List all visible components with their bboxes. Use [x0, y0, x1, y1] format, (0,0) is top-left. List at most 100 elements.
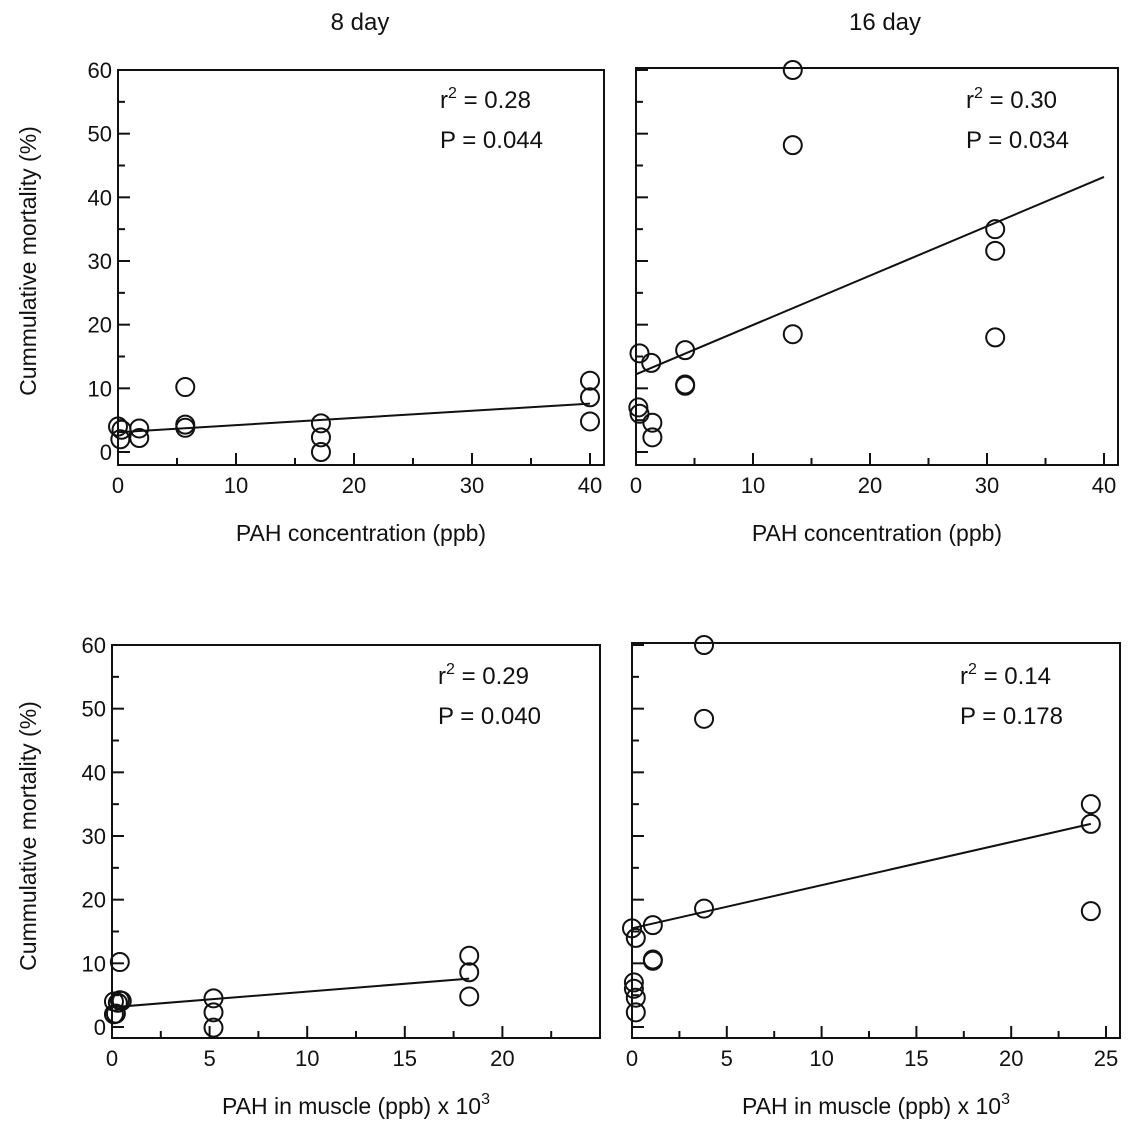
data-point	[1080, 813, 1101, 834]
regression-line	[635, 176, 1105, 376]
regression-line	[631, 822, 1092, 930]
r-squared-label: r2 = 0.29	[438, 661, 529, 690]
data-point	[203, 1017, 224, 1038]
data-point	[203, 1002, 224, 1023]
y-tick-label: 20	[88, 313, 112, 338]
data-point	[675, 375, 696, 396]
data-point	[782, 60, 803, 80]
x-tick-label: 10	[741, 473, 765, 498]
data-point	[642, 427, 663, 448]
x-tick-label: 0	[626, 1046, 638, 1071]
plot-frame	[631, 642, 1121, 1039]
data-point	[782, 135, 803, 156]
x-axis-label: PAH concentration (ppb)	[752, 520, 1002, 546]
p-value-label: P = 0.034	[966, 127, 1069, 154]
data-point	[580, 387, 600, 408]
data-point	[175, 377, 196, 398]
data-point	[459, 945, 480, 966]
panel-4: 0 5 10 15 20 25 r2 = 0.14 P = 0.178 PAH in muscl…	[622, 635, 1121, 1119]
data-point	[580, 411, 600, 432]
x-axis-label: PAH in muscle (ppb) x 103	[742, 1091, 1010, 1119]
x-tick-label: 40	[1092, 473, 1116, 498]
r-squared-label: r2 = 0.14	[960, 661, 1051, 690]
x-tick-label: 0	[112, 473, 124, 498]
plot-frame	[117, 69, 605, 466]
x-axis-label: PAH concentration (ppb)	[236, 520, 486, 546]
y-tick-label: 50	[88, 122, 112, 147]
r-squared-label: r2 = 0.30	[966, 85, 1057, 114]
data-point	[625, 927, 646, 948]
x-tick-label: 40	[578, 473, 602, 498]
data-point	[629, 343, 650, 364]
y-tick-label: 20	[82, 888, 106, 913]
data-point	[694, 635, 715, 655]
data-point	[642, 412, 663, 433]
data-point	[1080, 901, 1101, 922]
r-squared-label: r2 = 0.28	[440, 85, 531, 114]
y-axis-label: Cummulative mortality (%)	[15, 126, 41, 396]
x-tick-label: 20	[342, 473, 366, 498]
data-point	[459, 986, 480, 1007]
data-point	[310, 427, 331, 448]
plot-frame	[635, 67, 1119, 466]
panel-3: 0 10 20 30 40 50 60 0 5 10 15 20 r2 = 0.29 P = 0.040 P…	[15, 633, 601, 1119]
y-tick-label: 50	[82, 697, 106, 722]
x-tick-label: 5	[721, 1046, 733, 1071]
x-tick-label: 10	[224, 473, 248, 498]
data-point	[694, 708, 715, 729]
x-tick-label: 20	[858, 473, 882, 498]
data-point	[129, 427, 150, 448]
regression-line	[117, 402, 591, 434]
data-point	[622, 918, 642, 939]
data-point	[642, 915, 663, 936]
data-point	[623, 972, 644, 993]
data-point	[580, 370, 600, 391]
y-tick-label: 40	[82, 760, 106, 785]
data-point	[111, 990, 132, 1011]
data-point	[623, 978, 644, 999]
x-tick-label: 0	[630, 473, 642, 498]
x-tick-label: 30	[975, 473, 999, 498]
data-point	[628, 397, 649, 418]
data-point	[642, 950, 663, 971]
data-point	[625, 1002, 646, 1023]
data-point	[175, 417, 196, 438]
p-value-label: P = 0.040	[438, 703, 541, 730]
y-tick-label: 40	[88, 185, 112, 210]
x-tick-label: 25	[1094, 1046, 1118, 1071]
y-tick-label: 60	[82, 633, 106, 658]
data-point	[310, 442, 331, 462]
y-tick-label: 30	[88, 249, 112, 274]
data-point	[459, 962, 480, 983]
data-point	[108, 416, 128, 437]
panel-2: 0 10 20 30 40 r2 = 0.30 P = 0.034 PAH concentra…	[628, 60, 1119, 546]
x-tick-label: 10	[809, 1046, 833, 1071]
x-tick-label: 20	[490, 1046, 514, 1071]
y-tick-label: 60	[88, 58, 112, 83]
column-title-16-day: 16 day	[849, 9, 921, 36]
x-tick-label: 20	[999, 1046, 1023, 1071]
data-point	[129, 418, 150, 439]
data-point	[105, 1003, 126, 1024]
data-point	[310, 413, 331, 434]
panel-1: 0 10 20 30 40 50 60 0 10 20 30 40 r2 = 0.28 P = 0.044…	[15, 58, 605, 546]
data-point	[203, 988, 224, 1009]
x-tick-label: 15	[904, 1046, 928, 1071]
y-tick-label: 10	[88, 376, 112, 401]
y-tick-label: 10	[82, 951, 106, 976]
data-point	[985, 327, 1006, 348]
x-tick-label: 5	[203, 1046, 215, 1071]
data-point	[985, 240, 1006, 261]
data-point	[782, 324, 803, 345]
y-tick-label: 0	[100, 440, 112, 465]
data-point	[625, 987, 646, 1008]
x-tick-label: 15	[393, 1046, 417, 1071]
data-point	[675, 340, 696, 361]
data-point	[985, 219, 1006, 240]
y-axis-label: Cummulative mortality (%)	[15, 701, 41, 971]
p-value-label: P = 0.044	[440, 127, 543, 154]
y-tick-label: 0	[94, 1015, 106, 1040]
data-point	[694, 898, 715, 919]
